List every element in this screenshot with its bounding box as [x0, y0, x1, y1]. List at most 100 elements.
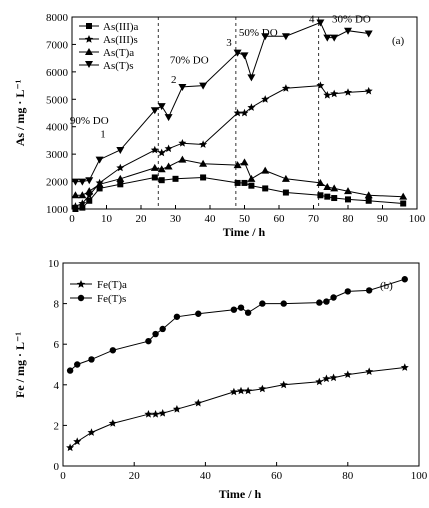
- chart-a-series-1-point: [281, 84, 290, 92]
- chart-a-series-0-point: [86, 197, 93, 204]
- chart-a-series-3-point: [323, 34, 332, 42]
- chart-b-series-0-point: [322, 374, 331, 383]
- chart-a-series-1-point: [85, 191, 94, 199]
- chart-a-series-2-point: [150, 163, 159, 171]
- chart-a-series-2-point: [85, 187, 94, 195]
- chart-a-panel-label: (a): [392, 35, 405, 47]
- chart-b-series-0-point: [315, 377, 324, 386]
- legend-a-item-1: As(III)s: [79, 34, 138, 46]
- chart-b-series-1-point: [230, 306, 238, 313]
- chart-a-series-0-point: [172, 175, 179, 182]
- chart-a-series-3-point: [240, 52, 249, 60]
- chart-a-series-0-point: [234, 179, 241, 186]
- chart-a-series-0-point: [96, 185, 103, 192]
- chart-a-series-2-point: [178, 155, 187, 163]
- chart-b-panel-label: (b): [380, 280, 393, 292]
- chart-a-x-tick-label: 60: [274, 213, 286, 225]
- chart-a-x-axis-label: Time / h: [223, 225, 266, 239]
- chart-a-y-axis-label: As / mg · L⁻¹: [13, 79, 27, 146]
- chart-a-y-ticks: 1000 2000 3000 4000 5000 6000 7000 8000: [46, 12, 76, 216]
- chart-a-series: [71, 19, 408, 212]
- chart-a: 0 10 20 30 40 50 60 70 80 90 100 1000 2000 3000 4000 5…: [13, 12, 426, 239]
- chart-b-series-1-point: [152, 330, 159, 338]
- chart-a-y-tick-label: 1000: [46, 204, 69, 216]
- chart-b-series-1-point: [316, 299, 323, 306]
- legend-a-item-2: As(T)a: [79, 47, 134, 59]
- chart-a-series-1-point: [323, 91, 332, 99]
- chart-a-series-2-point: [199, 159, 208, 167]
- legend-a-item-0: As(III)a: [79, 21, 139, 33]
- chart-a-x-tick-label: 80: [343, 213, 355, 225]
- chart-b-series-1-point: [244, 309, 252, 316]
- chart-b-series-0-point: [343, 370, 352, 378]
- chart-a-annotations: 90% DO 1 70% DO 2 50% DO 3 4 30% DO: [70, 13, 371, 140]
- chart-a-series-3-point: [150, 107, 159, 115]
- chart-a-series-0-point: [72, 206, 79, 212]
- chart-b-x-tick-label: 100: [411, 470, 428, 482]
- chart-a-x-tick-label: 50: [239, 213, 251, 225]
- chart-b-series-0-point: [73, 437, 82, 445]
- chart-a-series-0-point: [158, 177, 165, 184]
- legend-a-label-0: As(III)a: [103, 21, 139, 33]
- chart-b-series-1-point: [365, 287, 373, 294]
- chart-a-annotation: 1: [100, 129, 106, 141]
- chart-a-series-line-1: [75, 85, 369, 207]
- chart-a-series-3-point: [316, 19, 325, 27]
- chart-b-series-0-point: [329, 373, 338, 382]
- chart-a-series-1-point: [199, 140, 208, 148]
- chart-b-series-1-point: [88, 356, 95, 363]
- chart-a-series-0-point: [241, 179, 248, 186]
- chart-b-series-0-point: [172, 405, 181, 413]
- chart-a-series-2-point: [261, 166, 270, 174]
- chart-a-series-0-point: [324, 193, 331, 200]
- chart-a-series-2-point: [323, 183, 332, 191]
- chart-a-x-tick-label: 10: [101, 213, 113, 225]
- chart-a-series-3-point: [157, 103, 166, 111]
- chart-a-series-2-point: [399, 192, 408, 200]
- chart-a-series-3-point: [116, 147, 125, 155]
- legend-a-label-2: As(T)a: [103, 47, 134, 59]
- chart-a-annotation: 30% DO: [332, 13, 371, 25]
- chart-a-series-1-point: [150, 145, 159, 154]
- chart-b-series-1-point: [323, 298, 330, 305]
- chart-a-series-1-point: [71, 202, 80, 210]
- chart-a-y-tick-label: 2000: [46, 177, 69, 189]
- chart-a-annotation: 50% DO: [239, 27, 278, 39]
- chart-b-series-0-point: [87, 428, 96, 436]
- legend-b-item-1: Fe(T)s: [70, 293, 126, 305]
- chart-b-y-tick-label: 10: [48, 258, 60, 270]
- chart-a-y-tick-label: 6000: [46, 67, 69, 79]
- chart-b-series-0-point: [279, 380, 288, 389]
- chart-a-series-3-point: [233, 49, 242, 57]
- chart-b-y-tick-label: 0: [54, 461, 60, 473]
- chart-b-series-1-point: [280, 300, 287, 307]
- chart-a-series-2-point: [157, 165, 166, 173]
- chart-a-series-2-point: [316, 178, 325, 186]
- chart-b-y-tick-label: 6: [54, 339, 60, 351]
- chart-a-series-1-point: [116, 163, 125, 172]
- chart-b-x-tick-label: 40: [200, 470, 212, 482]
- chart-b-series-1-point: [401, 276, 408, 283]
- chart-a-x-ticks: 0 10 20 30 40 50 60 70 80 90 100: [69, 205, 426, 225]
- chart-b-y-ticks: 0 2 4 6 8 10: [48, 258, 67, 473]
- chart-a-series-0-point: [117, 181, 124, 188]
- chart-b-series-0-point: [365, 367, 374, 375]
- chart-a-series-2-point: [240, 158, 249, 166]
- chart-b-y-tick-label: 8: [54, 299, 60, 311]
- legend-a-label-3: As(T)s: [103, 60, 134, 72]
- chart-b-series: [66, 276, 409, 452]
- chart-a-series-0-point: [331, 195, 338, 202]
- chart-b-series-0-point: [400, 363, 409, 371]
- chart-b-series-1-point: [173, 313, 181, 320]
- chart-b-series-0-point: [144, 410, 153, 418]
- chart-a-x-tick-label: 40: [205, 213, 217, 225]
- chart-a-y-tick-label: 4000: [46, 122, 69, 134]
- chart-a-x-tick-label: 30: [170, 213, 182, 225]
- chart-b-series-1-point: [74, 361, 81, 368]
- chart-a-series-0-point: [151, 174, 158, 181]
- chart-a-series-2-point: [281, 174, 290, 182]
- chart-a-series-0-point: [79, 204, 86, 211]
- chart-a-annotation: 3: [226, 37, 232, 49]
- chart-a-series-3-point: [78, 178, 87, 186]
